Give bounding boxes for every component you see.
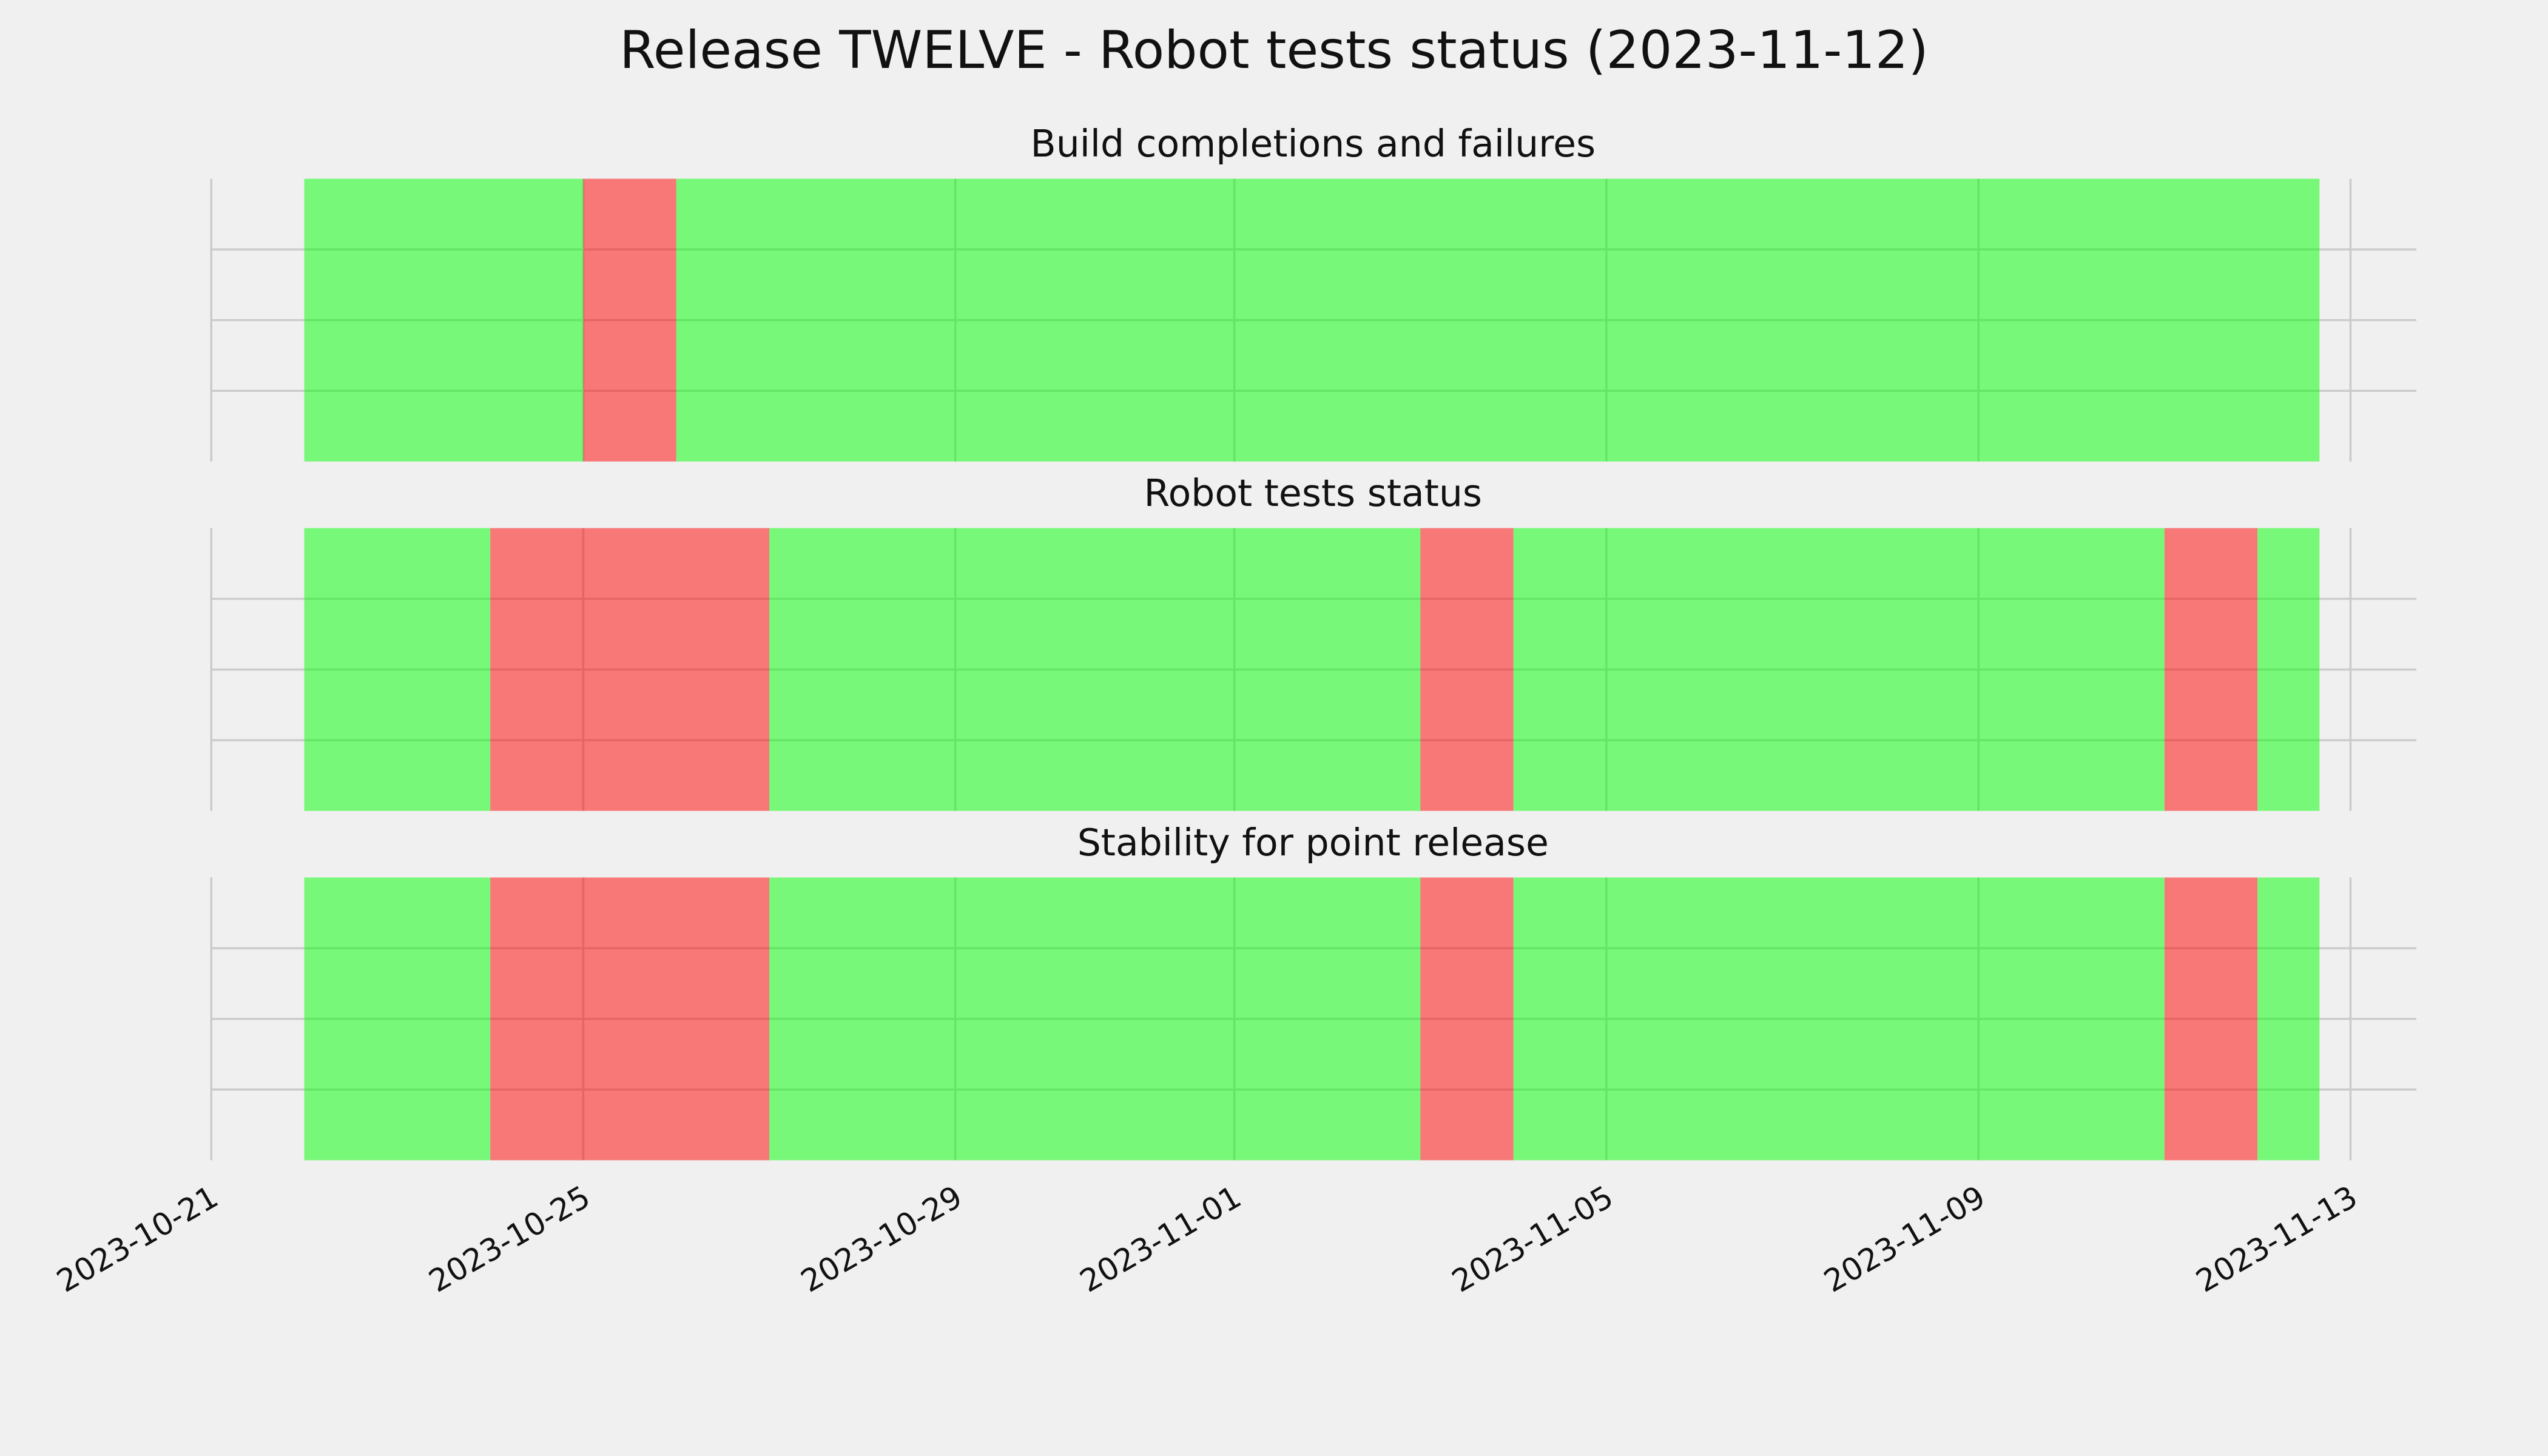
status-span (769, 528, 1421, 811)
status-span (769, 877, 1421, 1161)
status-span (490, 877, 770, 1161)
status-span (2257, 877, 2320, 1161)
status-span (304, 528, 491, 811)
status-span (2257, 528, 2320, 811)
status-span (1513, 877, 2165, 1161)
status-span (676, 178, 2320, 462)
status-span (1420, 877, 1514, 1161)
status-span (1420, 528, 1514, 811)
status-span (304, 877, 491, 1161)
panel-title: Robot tests status (1144, 471, 1482, 515)
panel-title: Stability for point release (1077, 821, 1549, 864)
panel-title: Build completions and failures (1030, 122, 1596, 166)
status-span (583, 178, 676, 462)
status-span (490, 528, 770, 811)
status-span (304, 178, 584, 462)
status-span (2164, 528, 2258, 811)
chart-title: Release TWELVE - Robot tests status (202… (619, 20, 1929, 81)
status-span (1513, 528, 2165, 811)
status-span (2164, 877, 2258, 1161)
